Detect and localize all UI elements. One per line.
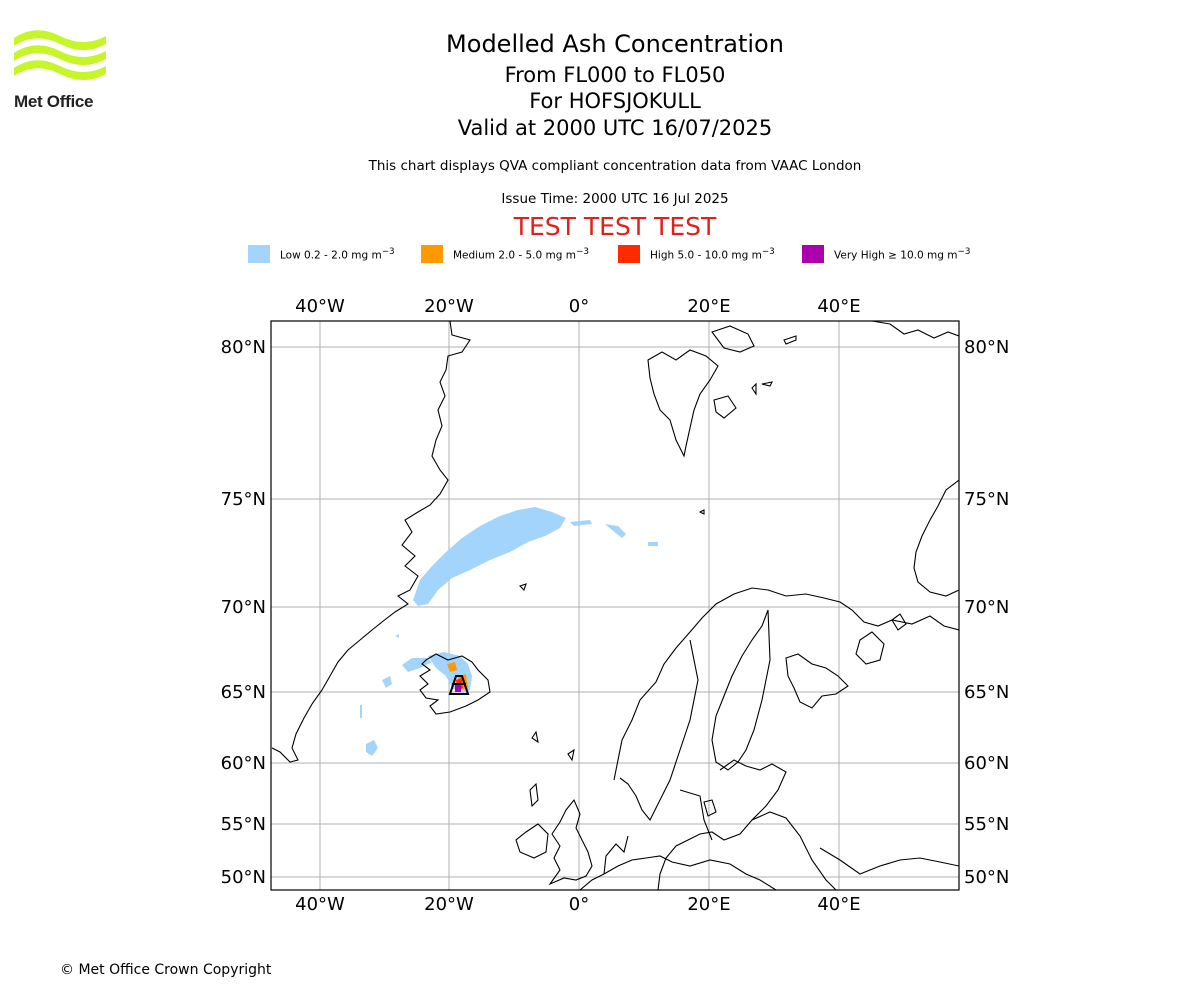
lat-tick-right: 60°N (964, 753, 1009, 774)
lat-tick-right: 70°N (964, 597, 1009, 618)
lat-tick-right: 75°N (964, 489, 1009, 510)
lon-tick-top: 40°E (817, 296, 860, 317)
legend-exp-medium: −3 (575, 247, 589, 257)
lat-tick-left: 80°N (221, 337, 266, 358)
lat-tick-left: 75°N (221, 489, 266, 510)
lat-tick-left: 65°N (221, 682, 266, 703)
chart-title: Modelled Ash Concentration (446, 30, 784, 58)
chart-description: This chart displays QVA compliant concen… (368, 158, 862, 174)
legend-exp-high: −3 (761, 247, 775, 257)
volcano-icon (448, 675, 470, 695)
lon-tick-bottom: 20°E (687, 894, 730, 915)
legend-exp-very-high: −3 (957, 247, 971, 257)
lon-tick-bottom: 20°W (424, 894, 474, 915)
test-banner: TEST TEST TEST (513, 212, 717, 241)
map-frame (270, 320, 960, 891)
lat-tick-left: 70°N (221, 597, 266, 618)
lon-tick-top: 20°E (687, 296, 730, 317)
legend-exp-low: −3 (381, 247, 395, 257)
legend-swatch-high (618, 245, 640, 263)
valid-time: Valid at 2000 UTC 16/07/2025 (457, 116, 773, 140)
lon-tick-top: 40°W (295, 296, 345, 317)
legend-label-very-high: Very High ≥ 10.0 mg m (834, 249, 958, 262)
lat-tick-left: 55°N (221, 814, 266, 835)
lon-tick-top: 20°W (424, 296, 474, 317)
lon-tick-top: 0° (569, 296, 589, 317)
legend-label-medium: Medium 2.0 - 5.0 mg m (453, 249, 576, 262)
lon-tick-bottom: 0° (569, 894, 589, 915)
lat-tick-right: 50°N (964, 867, 1009, 888)
lat-tick-right: 55°N (964, 814, 1009, 835)
legend-label-low: Low 0.2 - 2.0 mg m (280, 249, 382, 262)
coastlines (271, 321, 959, 890)
level-range: From FL000 to FL050 (504, 63, 726, 87)
legend-swatch-low (248, 245, 270, 263)
lat-tick-left: 60°N (221, 753, 266, 774)
met-office-logo-icon (14, 30, 106, 80)
lon-tick-bottom: 40°E (817, 894, 860, 915)
legend-swatch-very-high (802, 245, 824, 263)
gridlines (271, 321, 959, 890)
issue-time: Issue Time: 2000 UTC 16 Jul 2025 (501, 191, 729, 207)
legend-swatch-medium (421, 245, 443, 263)
lat-tick-right: 65°N (964, 682, 1009, 703)
lat-tick-right: 80°N (964, 337, 1009, 358)
copyright: © Met Office Crown Copyright (60, 962, 272, 978)
map-background (271, 321, 959, 890)
ash-very-high-area (455, 684, 461, 692)
logo-text: Met Office (14, 92, 94, 111)
volcano-name: For HOFSJOKULL (529, 89, 701, 113)
legend-label-high: High 5.0 - 10.0 mg m (650, 249, 762, 262)
lon-tick-bottom: 40°W (295, 894, 345, 915)
lat-tick-left: 50°N (221, 867, 266, 888)
